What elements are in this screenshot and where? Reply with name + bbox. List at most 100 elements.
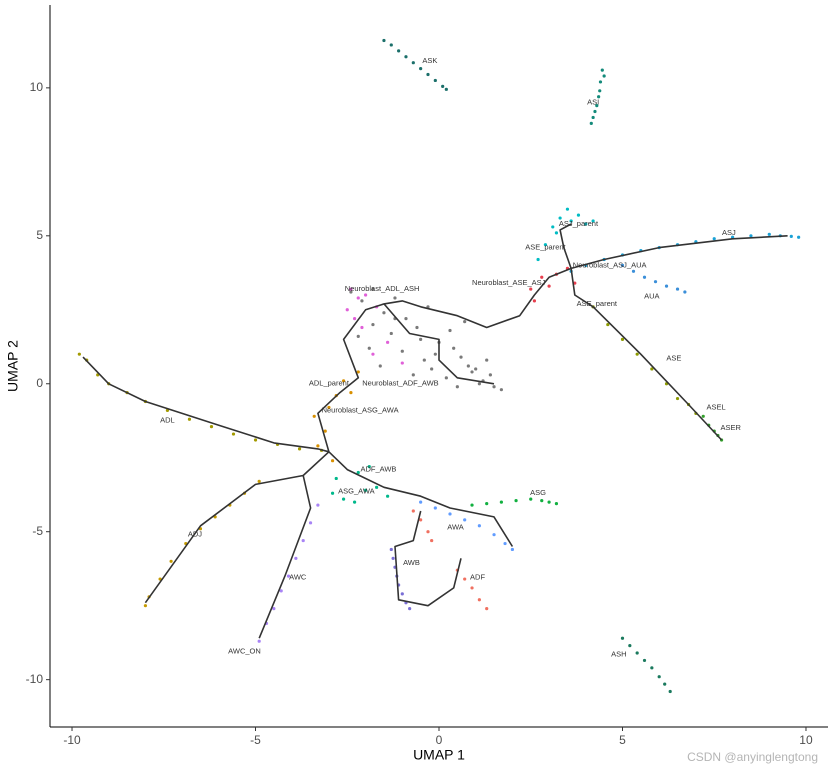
cell-point <box>642 275 647 279</box>
cluster-label: AWA <box>447 522 464 531</box>
cell-point <box>419 337 423 341</box>
cell-point <box>675 287 680 291</box>
cell-point <box>620 337 625 341</box>
cell-point <box>488 373 492 377</box>
cell-point <box>477 598 481 602</box>
cell-point <box>543 243 548 247</box>
cell-point <box>352 500 357 504</box>
cell-point <box>316 444 320 448</box>
cell-point <box>411 373 415 377</box>
cell-point <box>430 538 434 543</box>
cell-point <box>422 358 426 362</box>
cell-point <box>386 494 390 498</box>
cell-point <box>606 322 610 327</box>
cell-point <box>389 43 393 47</box>
y-tick-label: 5 <box>36 228 43 242</box>
cell-point <box>529 497 533 501</box>
cell-point <box>589 121 593 125</box>
cluster-label: Neuroblast_ASE_ASJ <box>472 278 546 287</box>
cell-point <box>367 346 371 350</box>
y-tick-label: 0 <box>36 376 43 390</box>
cell-point <box>327 405 331 410</box>
cell-point <box>797 235 801 239</box>
cluster-label: ASI <box>587 98 599 107</box>
cluster-label: ASK <box>422 56 437 65</box>
cell-point <box>391 556 395 560</box>
cell-point <box>382 38 386 43</box>
cluster-label: ASG_AWA <box>338 487 375 496</box>
cell-point <box>591 115 595 120</box>
cluster-label: AWC <box>289 573 307 582</box>
cluster-label: ASEL <box>706 402 725 411</box>
cell-point <box>356 470 360 475</box>
cell-point <box>345 308 349 312</box>
cell-point <box>430 367 434 371</box>
cell-point <box>558 216 562 220</box>
cluster-label: ASE <box>666 354 681 363</box>
cluster-label: ADL_parent <box>309 379 350 388</box>
cell-point <box>642 658 647 663</box>
cell-point <box>463 577 467 581</box>
cluster-label: ASJ <box>722 228 736 237</box>
cell-point <box>466 364 470 368</box>
cell-point <box>444 376 448 380</box>
x-tick-label: 0 <box>436 733 443 747</box>
y-tick-label: -10 <box>26 672 44 686</box>
cluster-label: ASG <box>530 488 546 497</box>
cell-point <box>749 234 753 238</box>
cell-point <box>77 352 81 356</box>
cell-point <box>419 500 423 504</box>
cell-point <box>389 331 393 336</box>
cell-point <box>510 547 514 552</box>
cell-point <box>789 234 793 238</box>
cell-point <box>187 417 192 421</box>
cell-point <box>341 379 346 383</box>
cell-point <box>650 367 654 371</box>
cell-point <box>635 651 639 655</box>
cell-point <box>433 78 437 83</box>
cell-point <box>683 290 687 294</box>
cell-point <box>576 213 581 217</box>
cell-point <box>584 222 588 226</box>
cell-point <box>330 491 335 495</box>
cell-point <box>591 219 595 223</box>
cell-point <box>492 385 496 389</box>
cell-point <box>529 287 533 291</box>
cell-point <box>297 447 302 451</box>
cell-point <box>536 257 540 262</box>
cluster-label: AUA <box>644 291 659 300</box>
cell-point <box>477 524 481 528</box>
cluster-label: ADL <box>160 416 175 425</box>
cell-point <box>701 414 705 418</box>
cell-point <box>598 80 603 84</box>
cell-point <box>375 485 379 489</box>
cell-point <box>540 499 544 503</box>
cell-point <box>485 607 489 611</box>
cell-point <box>143 604 148 608</box>
x-tick-label: 10 <box>799 733 813 747</box>
x-tick-label: 5 <box>619 733 626 747</box>
cell-point <box>463 320 467 324</box>
cell-point <box>444 87 448 91</box>
cell-point <box>419 67 423 71</box>
cell-point <box>620 636 625 640</box>
cell-point <box>371 352 375 356</box>
cluster-label: ADJ <box>188 530 202 539</box>
cell-point <box>551 225 555 229</box>
cell-point <box>349 391 353 395</box>
cell-point <box>386 340 390 344</box>
cell-point <box>308 521 313 525</box>
cell-point <box>675 396 680 401</box>
cell-point <box>209 425 214 429</box>
cell-point <box>382 311 386 315</box>
cell-point <box>540 275 544 279</box>
cell-point <box>411 61 415 65</box>
cell-point <box>474 367 478 371</box>
y-axis-title: UMAP 2 <box>5 340 21 392</box>
cell-point <box>532 299 537 303</box>
cell-point <box>664 284 669 288</box>
cell-point <box>452 346 456 350</box>
cell-point <box>360 299 364 303</box>
cell-point <box>620 263 625 267</box>
